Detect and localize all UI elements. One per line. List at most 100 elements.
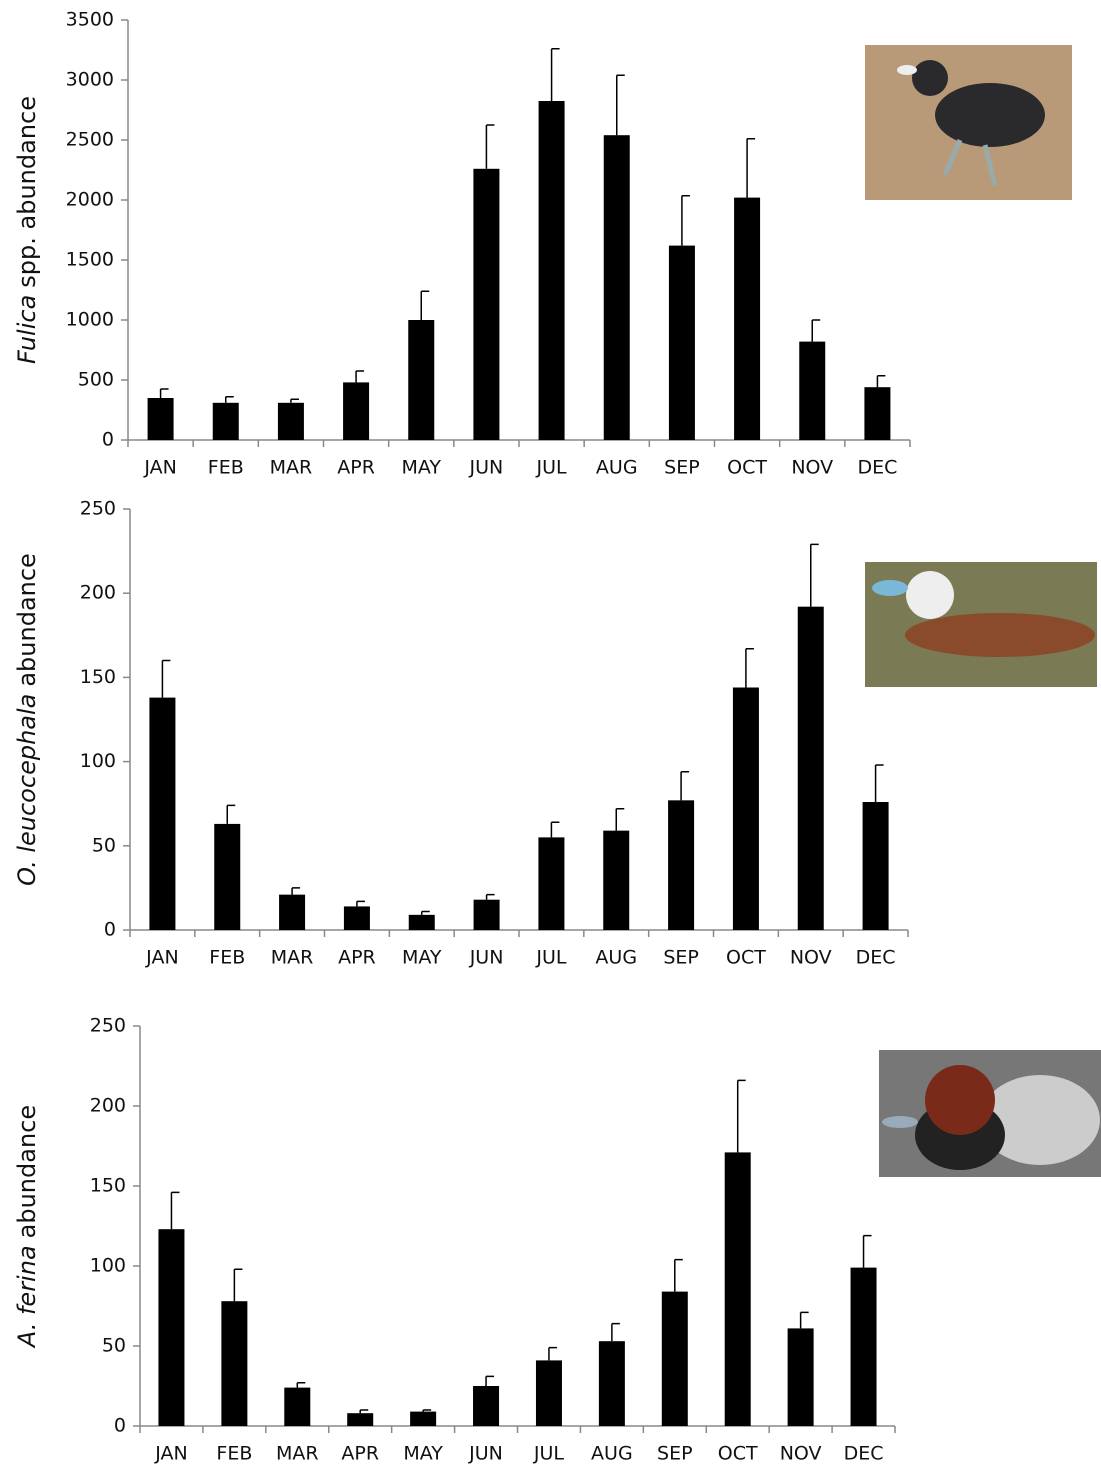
x-tick-label: APR	[337, 457, 375, 479]
x-tick-label: OCT	[726, 947, 766, 969]
error-bar	[161, 389, 169, 398]
error-bar	[612, 1324, 620, 1342]
bar	[788, 1328, 814, 1426]
x-tick-label: DEC	[844, 1443, 884, 1464]
bar	[473, 169, 499, 440]
error-bar	[551, 822, 559, 837]
error-bar	[162, 661, 170, 698]
x-tick-label: DEC	[856, 947, 896, 969]
bar	[343, 382, 369, 440]
x-tick-label: SEP	[663, 947, 699, 969]
x-tick-label: JUL	[536, 457, 568, 479]
error-bar	[297, 1383, 305, 1388]
y-tick-label: 2500	[66, 129, 114, 151]
bar	[473, 1386, 499, 1426]
y-tick-label: 0	[104, 919, 116, 941]
bar	[347, 1413, 373, 1426]
error-bar	[292, 888, 300, 895]
error-bar	[617, 75, 625, 135]
error-bar	[864, 1236, 872, 1268]
x-tick-label: MAR	[276, 1443, 319, 1464]
bar	[538, 837, 564, 930]
x-tick-label: MAY	[401, 457, 441, 479]
error-bar	[552, 49, 560, 101]
x-tick-label: JUN	[469, 457, 504, 479]
x-tick-label: MAR	[270, 457, 313, 479]
y-tick-label: 150	[90, 1175, 126, 1197]
error-bar	[422, 911, 430, 914]
y-tick-label: 50	[102, 1335, 126, 1357]
x-tick-label: AUG	[595, 947, 637, 969]
bar	[864, 387, 890, 440]
error-bar	[616, 809, 624, 831]
x-tick-label: NOV	[791, 457, 833, 479]
y-tick-label: 3500	[66, 9, 114, 31]
bar	[604, 135, 630, 440]
y-tick-label: 250	[80, 498, 116, 520]
y-axis-label-italic: A. ferina	[13, 1245, 41, 1349]
bar	[221, 1301, 247, 1426]
error-bar	[421, 291, 429, 320]
bar	[539, 101, 565, 440]
error-bar	[234, 1269, 242, 1301]
y-tick-label: 0	[114, 1415, 126, 1437]
bar	[284, 1388, 310, 1426]
x-tick-label: JUN	[468, 1443, 503, 1464]
y-axis-label-text: abundance	[13, 553, 41, 686]
x-tick-label: APR	[338, 947, 376, 969]
bar	[668, 800, 694, 930]
error-bar	[486, 125, 494, 169]
photo-duck	[865, 562, 1097, 687]
bar	[799, 342, 825, 440]
y-axis-label-text: abundance	[13, 1105, 41, 1238]
bar	[278, 403, 304, 440]
x-tick-label: OCT	[727, 457, 767, 479]
x-tick-label: FEB	[209, 947, 245, 969]
bar	[863, 802, 889, 930]
y-tick-label: 200	[80, 582, 116, 604]
photo-coot	[865, 45, 1072, 200]
bar	[734, 198, 760, 440]
y-tick-label: 500	[78, 369, 114, 391]
x-tick-label: SEP	[657, 1443, 693, 1464]
x-tick-label: SEP	[664, 457, 700, 479]
error-bar	[738, 1080, 746, 1152]
bar	[148, 398, 174, 440]
y-tick-label: 150	[80, 666, 116, 688]
error-bar	[291, 399, 299, 403]
y-axis-label: A. ferina abundance	[13, 1105, 41, 1349]
bar	[409, 915, 435, 930]
error-bar	[812, 320, 820, 342]
error-bar	[549, 1348, 557, 1361]
error-bar	[876, 765, 884, 802]
error-bar	[877, 376, 885, 387]
error-bar	[675, 1260, 683, 1292]
error-bar	[681, 772, 689, 801]
bar	[662, 1292, 688, 1426]
error-bar	[746, 649, 754, 688]
y-tick-label: 100	[80, 750, 116, 772]
x-tick-label: JAN	[143, 457, 176, 479]
bar	[214, 824, 240, 930]
x-tick-label: NOV	[790, 947, 832, 969]
error-bar	[487, 895, 495, 900]
y-tick-label: 3000	[66, 69, 114, 91]
x-tick-label: MAY	[402, 947, 442, 969]
error-bar	[682, 196, 690, 246]
y-axis-label-italic: Fulica	[13, 295, 41, 364]
bar	[851, 1268, 877, 1426]
error-bar	[356, 371, 364, 382]
x-tick-label: AUG	[596, 457, 638, 479]
error-bar	[357, 901, 365, 906]
x-tick-label: JAN	[154, 1443, 187, 1464]
error-bar	[747, 139, 755, 198]
error-bar	[801, 1312, 809, 1328]
x-tick-label: MAR	[271, 947, 314, 969]
y-tick-label: 2000	[66, 189, 114, 211]
figure: 0500100015002000250030003500JANFEBMARAPR…	[0, 0, 1101, 1464]
bar	[279, 895, 305, 930]
error-bar	[360, 1410, 368, 1413]
bar	[599, 1341, 625, 1426]
bar	[536, 1360, 562, 1426]
x-tick-label: AUG	[591, 1443, 633, 1464]
